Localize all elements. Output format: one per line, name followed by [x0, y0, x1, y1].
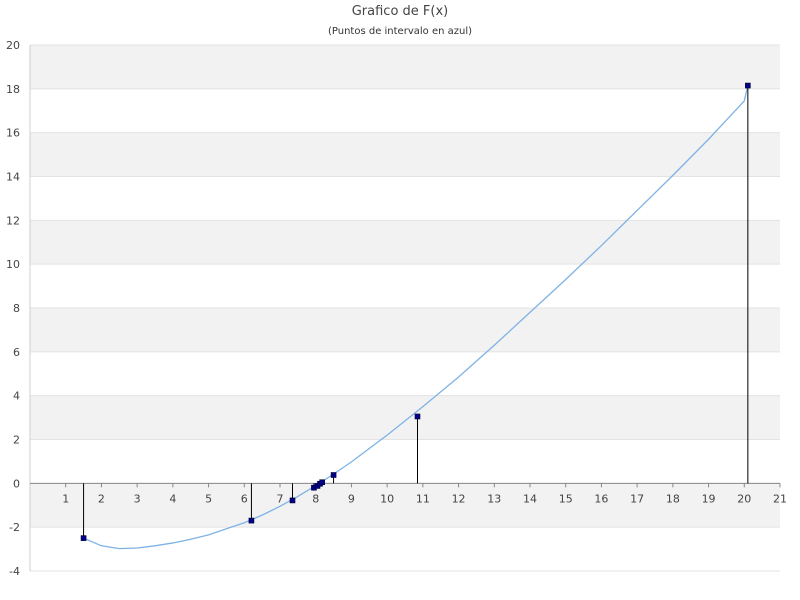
grid-band — [30, 527, 780, 571]
interval-point — [745, 82, 751, 89]
grid-band — [30, 264, 780, 308]
y-tick-label: -2 — [9, 521, 20, 534]
grid-band — [30, 132, 780, 177]
x-tick-label: 20 — [737, 492, 751, 505]
y-tick-label: 4 — [13, 390, 20, 403]
x-tick-label: 11 — [416, 492, 430, 505]
y-tick-label: 12 — [6, 214, 20, 227]
chart-title: Grafico de F(x) — [351, 4, 449, 19]
x-tick-label: 13 — [487, 492, 501, 505]
grid-band — [30, 439, 780, 484]
x-tick-label: 19 — [702, 492, 716, 505]
x-tick-label: 4 — [169, 492, 176, 505]
grid-band — [30, 220, 780, 265]
x-tick-label: 18 — [666, 492, 680, 505]
y-tick-label: 16 — [6, 127, 20, 140]
y-tick-label: 2 — [13, 434, 20, 447]
grid-band — [30, 45, 780, 89]
x-tick-label: 12 — [452, 492, 466, 505]
y-tick-label: -4 — [9, 565, 20, 578]
interval-point — [414, 413, 421, 420]
x-tick-label: 21 — [773, 492, 787, 505]
grid-band — [30, 395, 780, 440]
grid-band — [30, 483, 780, 528]
x-tick-label: 6 — [241, 492, 248, 505]
x-tick-label: 15 — [559, 492, 573, 505]
x-tick-label: 2 — [98, 492, 105, 505]
x-tick-label: 7 — [277, 492, 284, 505]
y-tick-label: 20 — [6, 39, 20, 52]
y-tick-label: 8 — [13, 302, 20, 315]
x-tick-label: 9 — [348, 492, 355, 505]
grid-band — [30, 308, 780, 352]
x-tick-label: 5 — [205, 492, 212, 505]
x-tick-label: 16 — [594, 492, 608, 505]
interval-point — [330, 472, 337, 478]
y-tick-label: 18 — [6, 83, 20, 96]
y-tick-label: 6 — [13, 346, 20, 359]
interval-point — [319, 479, 325, 486]
grid-band — [30, 176, 780, 221]
x-tick-label: 17 — [630, 492, 644, 505]
chart-subtitle: (Puntos de intervalo en azul) — [327, 26, 473, 37]
grid-band — [30, 88, 780, 133]
x-tick-label: 1 — [62, 492, 69, 505]
y-tick-label: 14 — [6, 171, 20, 184]
interval-point — [289, 497, 296, 504]
grid-band — [30, 351, 780, 396]
interval-point — [80, 535, 87, 541]
x-tick-label: 3 — [134, 492, 141, 505]
x-tick-label: 14 — [523, 492, 537, 505]
x-tick-label: 10 — [380, 492, 394, 505]
y-tick-label: 10 — [6, 258, 20, 271]
x-tick-label: 8 — [312, 492, 319, 505]
y-tick-label: 0 — [13, 477, 20, 490]
interval-point — [248, 517, 255, 524]
